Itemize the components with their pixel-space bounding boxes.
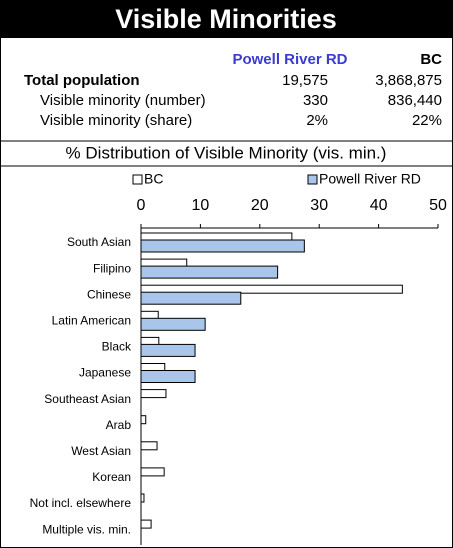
- bar: [140, 317, 206, 331]
- row-label: Visible minority (number): [40, 92, 206, 109]
- bar: [140, 389, 167, 399]
- x-tick-label: 30: [310, 197, 328, 214]
- x-tick-label: 50: [429, 197, 447, 214]
- category-label: Japanese: [79, 366, 131, 380]
- column-header: Powell River RD: [232, 51, 347, 68]
- bar: [140, 239, 305, 253]
- cell: 19,575: [282, 72, 328, 89]
- page-title: Visible Minorities: [115, 4, 337, 34]
- column-header: BC: [420, 51, 442, 68]
- chart-title: % Distribution of Visible Minority (vis.…: [66, 143, 387, 162]
- bar: [140, 441, 158, 451]
- title-bar: [0, 0, 453, 38]
- category-label: Not incl. elsewhere: [30, 496, 132, 510]
- bar: [140, 284, 403, 294]
- category-label: Chinese: [87, 287, 131, 301]
- category-label: West Asian: [71, 444, 131, 458]
- legend-label: BC: [144, 171, 163, 187]
- bar: [140, 493, 145, 503]
- category-label: Multiple vis. min.: [42, 522, 131, 536]
- cell: 330: [303, 92, 328, 109]
- row-label: Total population: [24, 72, 140, 89]
- bar: [140, 370, 196, 383]
- legend-swatch: [307, 174, 318, 185]
- row-label: Visible minority (share): [40, 112, 192, 129]
- cell: 836,440: [388, 92, 442, 109]
- bar: [140, 467, 165, 477]
- bar: [140, 519, 152, 529]
- bar: [140, 343, 196, 357]
- legend-label: Powell River RD: [319, 171, 421, 187]
- bar: [140, 265, 279, 279]
- category-label: Latin American: [52, 313, 131, 327]
- bar: [140, 415, 147, 425]
- cell: 2%: [306, 112, 328, 129]
- bar: [140, 291, 242, 305]
- x-tick-label: 20: [251, 197, 269, 214]
- x-tick-label: 40: [370, 197, 388, 214]
- x-tick-label: 0: [137, 197, 146, 214]
- category-label: Korean: [92, 470, 131, 484]
- category-label: Black: [102, 340, 132, 354]
- category-label: Filipino: [93, 261, 131, 275]
- cell: 3,868,875: [375, 72, 442, 89]
- x-tick-label: 10: [192, 197, 210, 214]
- category-label: Arab: [106, 418, 132, 432]
- legend-swatch: [132, 174, 143, 185]
- category-label: Southeast Asian: [44, 392, 131, 406]
- cell: 22%: [412, 112, 442, 129]
- category-label: South Asian: [67, 235, 131, 249]
